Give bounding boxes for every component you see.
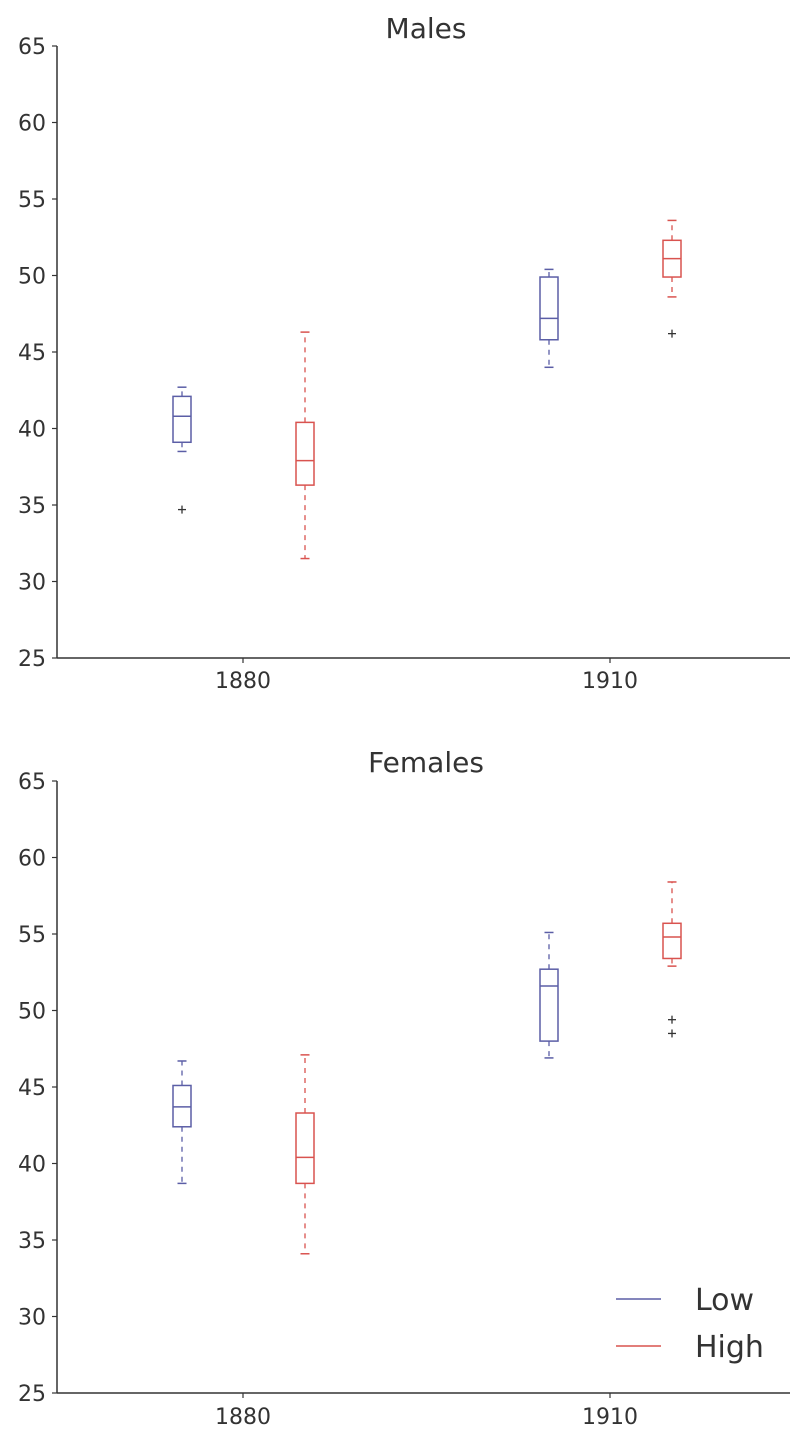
box-low-1880 [172,386,192,514]
legend: Low High [616,1283,764,1365]
box-low-1880 [172,1060,192,1185]
y-tick-label: 25 [18,1382,46,1407]
outlier-point [668,329,676,338]
box-high-1880 [295,1054,315,1255]
y-tick-label: 40 [18,418,46,443]
y-tick-label: 40 [18,1153,46,1178]
box-high-1880 [295,331,315,560]
box-high-1910 [662,219,682,338]
iqr-box [539,276,559,341]
outlier-point [668,1015,676,1024]
legend-label-high: High [695,1330,764,1365]
y-tick-label: 45 [18,341,46,366]
chart-title: Females [368,746,484,779]
y-tick-label: 55 [18,188,46,213]
box-high-1910 [662,881,682,1038]
iqr-box [662,922,682,960]
y-tick-label: 30 [18,1306,46,1331]
iqr-box [172,1084,192,1128]
y-tick-label: 65 [18,770,46,795]
box-low-1910 [539,931,559,1059]
y-tick-label: 55 [18,923,46,948]
outlier-point [668,1029,676,1038]
legend-label-low: Low [695,1283,754,1318]
y-tick-label: 35 [18,1229,46,1254]
y-tick-label: 50 [18,1000,46,1025]
chart-panel-males: Males 25 30 35 40 45 50 55 60 65 1880 1910 [18,12,790,694]
iqr-box [295,421,315,486]
y-tick-label: 45 [18,1076,46,1101]
x-tick-label: 1880 [215,1405,271,1430]
y-tick-label: 60 [18,112,46,137]
y-tick-label: 25 [18,647,46,672]
y-tick-label: 50 [18,265,46,290]
iqr-box [295,1112,315,1185]
y-tick-label: 30 [18,571,46,596]
y-tick-label: 35 [18,494,46,519]
x-tick-label: 1910 [582,1405,638,1430]
y-tick-label: 65 [18,35,46,60]
box-low-1910 [539,268,559,369]
chart-panel-females: Females 25 30 35 40 45 50 55 60 65 1880 1910 Low High [18,746,790,1430]
iqr-box [539,968,559,1042]
x-tick-label: 1880 [215,669,271,694]
outlier-point [178,505,186,514]
chart-title: Males [386,12,467,45]
x-tick-label: 1910 [582,669,638,694]
y-tick-label: 60 [18,847,46,872]
iqr-box [172,395,192,444]
